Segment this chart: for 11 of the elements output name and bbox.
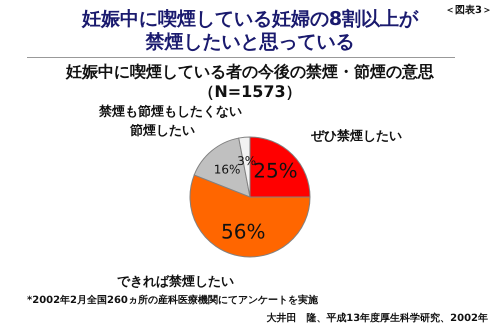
chart-title: 妊娠中に喫煙している妊婦の8割以上が禁煙したいと思っている <box>80 8 420 54</box>
data-label: 56% <box>221 219 266 244</box>
slice-label: できれば禁煙したい <box>116 274 234 290</box>
text: 大井田 隆、平成13年度厚生科学研究、2002年 <box>266 311 488 325</box>
text: ＜図表3＞ <box>445 4 492 17</box>
data-label: 16% <box>214 162 240 176</box>
slice-label: 禁煙も節煙もしたくない <box>98 104 242 120</box>
slice-label: ぜひ禁煙したい <box>310 129 402 144</box>
slice-label: 節煙したい <box>129 124 196 139</box>
text: *2002年2月全国260ヵ所の産科医療機関にてアンケートを実施 <box>27 293 318 307</box>
chart-subtitle: 妊娠中に喫煙している者の今後の禁煙・節煙の意思（N=1573） <box>64 62 435 102</box>
